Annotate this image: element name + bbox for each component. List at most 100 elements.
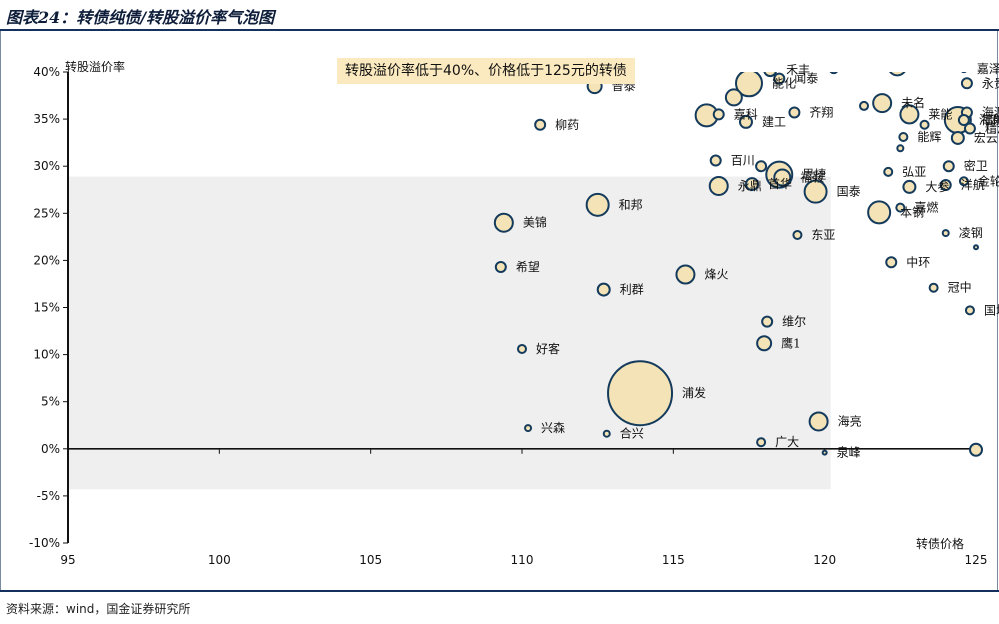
bubble-label: 洋航 — [961, 177, 985, 192]
y-tick-label: 10% — [33, 348, 60, 362]
bubble-label: 好客 — [536, 341, 560, 356]
bubble-group — [493, 72, 983, 457]
y-tick-label: 40% — [33, 65, 60, 79]
bubble-label: 浦发 — [682, 385, 706, 400]
bubble-point — [867, 200, 892, 225]
bubble-label: 凌钢 — [959, 226, 983, 240]
y-tick-label: 25% — [33, 206, 60, 220]
x-tick-label: 125 — [965, 553, 988, 567]
x-tick-label: 105 — [359, 553, 382, 567]
bubble-label: 海利 — [979, 112, 999, 127]
bubble-label: 鹰1 — [781, 335, 801, 350]
bubble-point — [964, 305, 975, 316]
bubble-label: 能辉 — [917, 130, 941, 144]
footer-divider — [0, 590, 999, 592]
bubble-point — [755, 160, 768, 173]
title-underline — [0, 29, 999, 31]
bubble-point — [961, 72, 967, 74]
bubble-label: 冠中 — [948, 280, 972, 295]
highlight-region — [69, 176, 831, 490]
bubble-label: 广大 — [775, 435, 799, 449]
bubble-point — [973, 244, 979, 251]
bubble-label: 烽火 — [704, 268, 728, 282]
frame-right-border — [997, 31, 998, 591]
bubble-point — [712, 108, 725, 121]
bubble-point — [724, 88, 743, 107]
y-tick-label: 20% — [33, 253, 60, 267]
plot-layer: 40% 35% 30% 25% 20% 15% 10% 5% 0% -5% -10%95 100 105… — [29, 59, 999, 567]
y-tick-label: 35% — [33, 112, 60, 126]
bubble-point — [773, 168, 792, 187]
bubble-point — [524, 424, 533, 433]
bubble-point — [607, 360, 674, 427]
bubble-label: 弘亚 — [902, 165, 926, 179]
bubble-point — [872, 93, 893, 114]
bubble-point — [919, 119, 930, 130]
bubble-label: 福鞍 — [800, 170, 824, 185]
bubble-point — [898, 131, 909, 142]
bubble-point — [942, 160, 955, 173]
bubble-point — [709, 154, 722, 167]
bubble-point — [957, 114, 970, 127]
bubble-point — [963, 122, 976, 135]
y-tick-label: 5% — [41, 395, 60, 409]
bubble-point — [859, 100, 870, 111]
bubble-label: 密卫 — [964, 158, 988, 173]
bubble-point — [517, 343, 527, 354]
bubble-label: 金轮 — [978, 173, 999, 188]
bubble-point — [885, 256, 898, 269]
bubble-point — [745, 177, 760, 192]
bubble-label: 海源 — [982, 105, 999, 120]
x-tick-label: 115 — [662, 553, 685, 567]
bubble-point — [773, 72, 786, 85]
bubble-point — [941, 229, 950, 238]
x-tick-label: 120 — [813, 553, 836, 567]
bubble-label: 闻泰 — [794, 72, 818, 86]
x-axis-title: 转债价格 — [916, 536, 964, 551]
bubble-point — [960, 77, 973, 90]
bubble-label: 禾丰 — [786, 63, 810, 77]
y-tick-label: 30% — [33, 159, 60, 173]
source-note: 资料来源：wind，国金证券研究所 — [6, 602, 191, 616]
bubble-point — [950, 130, 965, 145]
bubble-label: 国城 — [984, 303, 999, 317]
bubble-point — [585, 192, 610, 217]
bubble-label: 大参 — [925, 179, 949, 194]
bubble-point — [928, 282, 939, 293]
bubble-point — [792, 229, 803, 240]
bubble-point — [899, 104, 920, 125]
bubble-point — [756, 437, 767, 448]
bubble-label: 宏云 — [974, 130, 998, 145]
bubble-point — [708, 175, 729, 196]
bubble-point — [896, 144, 905, 153]
bubble-label: 未名 — [901, 95, 925, 110]
bubble-label: 思捷 — [802, 168, 826, 182]
bubble-point — [939, 179, 952, 192]
bubble-label: 维尔 — [782, 314, 806, 329]
bubble-point — [958, 176, 969, 187]
bubble-point — [756, 335, 773, 352]
bubble-chart: 40% 35% 30% 25% 20% 15% 10% 5% 0% -5% -10%95 100 105… — [29, 59, 999, 567]
bubble-label: 本钢 — [900, 205, 924, 219]
bubble-label: 福能 — [981, 112, 999, 127]
bubble-point — [761, 315, 774, 328]
bubble-point — [883, 166, 894, 177]
bubble-point — [596, 282, 611, 297]
bubble-label: 中环 — [906, 254, 930, 269]
x-tick-label: 100 — [208, 553, 231, 567]
bubble-label: 嘉燃 — [914, 200, 938, 215]
bubble-label: 合兴 — [620, 426, 644, 441]
bubble-label: 希望 — [516, 259, 540, 274]
bubble-point — [902, 179, 917, 194]
highlight-annotation: 转股溢价率低于40%、价格低于125元的转债 — [337, 58, 635, 84]
bubble-label: 嘉科 — [734, 107, 758, 121]
bubble-point — [829, 72, 838, 75]
y-tick-label: -5% — [37, 489, 60, 503]
bubble-label: 永鼎 — [738, 179, 762, 193]
bubble-point — [821, 449, 828, 456]
bubble-point — [803, 179, 828, 204]
bubble-label: 嘉泽 — [977, 62, 999, 76]
bubble-label: 百川 — [731, 154, 755, 168]
bubble-label: 建工 — [762, 115, 786, 129]
bubble-label: 齐翔 — [809, 105, 833, 120]
